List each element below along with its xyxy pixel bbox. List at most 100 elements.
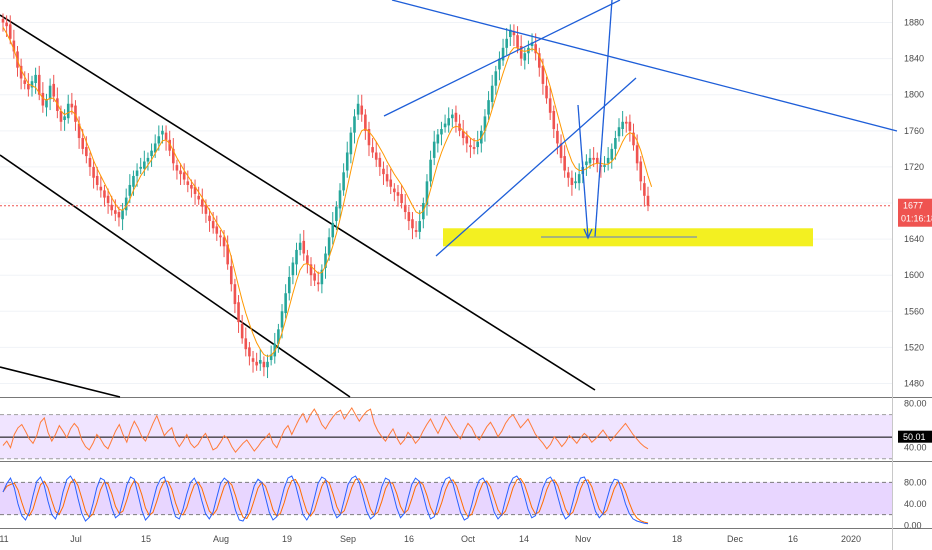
candle-body <box>19 65 23 79</box>
candle-body <box>501 47 505 61</box>
trend-line <box>435 77 637 257</box>
candle-body <box>469 145 472 148</box>
stochastic-panel: 80.00 40.00 0.00 <box>0 475 927 530</box>
candle-body <box>34 74 37 84</box>
date-tick-label: 11 <box>0 534 9 544</box>
candle-body <box>378 157 382 167</box>
candle-body <box>545 85 548 99</box>
candle-body <box>66 103 70 119</box>
candle-body <box>81 138 85 149</box>
candle-body <box>186 181 190 185</box>
candle-body <box>37 74 41 95</box>
date-tick-label: 14 <box>519 534 529 544</box>
date-tick-label: 2020 <box>841 534 861 544</box>
candle-body <box>182 172 186 180</box>
candle-body <box>338 190 342 209</box>
candle-body <box>117 212 121 218</box>
candle-body <box>175 165 179 171</box>
candle-body <box>371 147 374 153</box>
candle-body <box>465 136 469 144</box>
candle-body <box>353 116 356 133</box>
candle-body <box>258 360 262 364</box>
candle-body <box>548 98 552 113</box>
candle-body <box>432 141 436 158</box>
candle-body <box>309 264 313 276</box>
last-price-badge: 1677 01:16:18 <box>898 198 932 227</box>
date-tick-label: 18 <box>672 534 682 544</box>
price-tick-label: 1520 <box>904 342 924 352</box>
candle-body <box>393 188 396 193</box>
candle-body <box>99 186 103 191</box>
last-price-value: 1677 <box>903 201 923 211</box>
candle-body <box>219 235 222 238</box>
candle-body <box>327 237 331 256</box>
candle-body <box>389 179 393 187</box>
candle-body <box>27 83 30 90</box>
candle-body <box>146 157 150 162</box>
candle-body <box>23 80 27 84</box>
candle-body <box>523 53 527 61</box>
candle-body <box>646 195 650 206</box>
trend-line <box>594 0 613 238</box>
candle-body <box>280 311 284 328</box>
candle-body <box>164 132 168 140</box>
candle-body <box>530 42 534 47</box>
candle-body <box>490 85 494 102</box>
candle-body <box>617 127 621 137</box>
candle-body <box>592 157 595 160</box>
price-tick-label: 1760 <box>904 126 924 136</box>
candle-body <box>639 161 643 182</box>
candle-body <box>157 136 161 144</box>
candle-body <box>12 40 16 52</box>
candle-body <box>59 110 63 122</box>
candle-body <box>476 141 479 148</box>
candle-body <box>52 83 56 97</box>
candle-body <box>425 181 429 205</box>
price-tick-label: 1880 <box>904 18 924 28</box>
candle-body <box>255 361 258 366</box>
candle-body <box>407 212 411 222</box>
stoch-band <box>0 482 892 515</box>
candle-body <box>374 152 378 160</box>
candle-body <box>153 143 157 153</box>
price-tick-label: 1800 <box>904 90 924 100</box>
trend-lines <box>383 0 898 257</box>
candle-body <box>45 99 48 108</box>
candle-body <box>237 302 240 323</box>
date-tick-label: 16 <box>404 534 414 544</box>
candle-body <box>74 105 77 122</box>
candle-body <box>204 204 208 214</box>
price-tick-label: 1480 <box>904 378 924 388</box>
candle-body <box>403 204 407 213</box>
channel-line <box>0 154 351 398</box>
candle-body <box>161 130 164 135</box>
date-tick-label: Sep <box>340 534 356 544</box>
candle-body <box>382 168 385 175</box>
candle-body <box>614 138 617 149</box>
candle-body <box>233 284 237 305</box>
candle-body <box>132 175 135 187</box>
candle-body <box>320 269 324 285</box>
date-tick-label: 15 <box>141 534 151 544</box>
candle-body <box>360 105 364 115</box>
candle-body <box>414 230 418 232</box>
trend-line <box>577 104 589 238</box>
candle-body <box>313 273 316 281</box>
stoch-tick-label: 0.00 <box>904 520 922 530</box>
candle-body <box>411 219 414 229</box>
descending-channel-lines <box>0 14 596 398</box>
price-candles <box>1 13 650 379</box>
date-tick-label: Jul <box>70 534 82 544</box>
candle-body <box>5 22 8 27</box>
candle-body <box>440 129 443 135</box>
candle-countdown: 01:16:18 <box>901 214 932 224</box>
date-axis: 11 Jul 15 Aug 19 Sep 16 Oct 14 Nov 18 Dec 16 2020 <box>0 534 861 544</box>
candle-body <box>92 166 95 178</box>
price-tick-label: 1840 <box>904 54 924 64</box>
candle-body <box>77 123 81 139</box>
candle-body <box>418 221 422 232</box>
candle-body <box>603 165 606 167</box>
candle-body <box>251 358 255 362</box>
